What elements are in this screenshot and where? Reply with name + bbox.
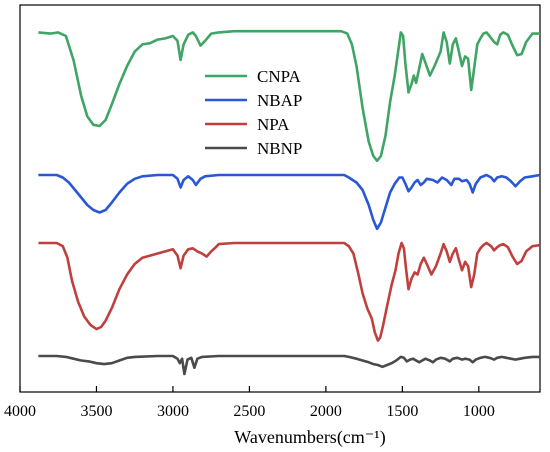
legend-label-nbap: NBAP	[257, 91, 302, 110]
x-tick-label: 1500	[386, 403, 418, 420]
legend-label-nbnp: NBNP	[257, 139, 302, 158]
series-line-cnpa	[38, 29, 540, 163]
x-tick-label: 3500	[80, 403, 112, 420]
series-layer	[38, 29, 541, 376]
series-line-nbap	[38, 173, 541, 231]
series-line-nbnp	[38, 354, 540, 376]
x-tick-label: 2000	[310, 403, 342, 420]
legend: CNPA NBAP NPA NBNP	[205, 67, 302, 158]
x-tick-label: 1000	[463, 403, 495, 420]
legend-label-npa: NPA	[257, 115, 290, 134]
x-tick-label: 4000	[4, 403, 36, 420]
x-axis: 4000 3500 3000 2500 2000 1500 1000	[4, 386, 495, 420]
x-tick-label: 2500	[233, 403, 265, 420]
x-axis-title: Wavenumbers(cm⁻¹)	[234, 427, 385, 448]
series-line-npa	[38, 241, 541, 342]
legend-label-cnpa: CNPA	[257, 67, 302, 86]
plot-frame	[19, 4, 541, 393]
x-tick-label: 3000	[157, 403, 189, 420]
